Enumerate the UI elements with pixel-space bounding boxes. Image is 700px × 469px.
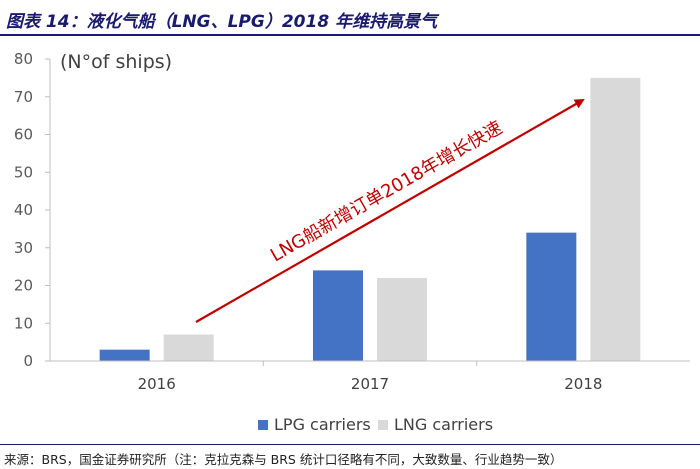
x-category-label: 2018: [564, 375, 602, 393]
chart-header: 图表 14：液化气船（LNG、LPG）2018 年维持高景气: [0, 0, 700, 36]
y-tick-label: 10: [14, 314, 33, 332]
footer-divider: [0, 444, 700, 445]
lpg-bar-2017: [313, 270, 363, 361]
y-tick-label: 40: [14, 201, 33, 219]
y-tick-label: 80: [14, 50, 33, 68]
y-tick-label: 50: [14, 163, 33, 181]
legend-swatch-lng: [378, 420, 388, 430]
legend: LPG carriers LNG carriers: [258, 415, 493, 434]
legend-label-lpg: LPG carriers: [274, 415, 371, 434]
lpg-bar-2016: [99, 349, 150, 361]
bars: [99, 77, 641, 361]
x-axis: 2016 2017 2018: [50, 360, 690, 393]
y-tick-label: 20: [14, 277, 33, 295]
x-category-label: 2017: [351, 375, 389, 393]
lng-bar-2018: [590, 77, 641, 361]
x-category-label: 2016: [138, 375, 176, 393]
chart-title: 图表 14：液化气船（LNG、LPG）2018 年维持高景气: [6, 12, 438, 32]
y-tick-label: 0: [23, 352, 33, 370]
trend-annotation: LNG船新增订单2018年增长快速: [267, 117, 506, 266]
y-axis-unit-label: (N°of ships): [60, 51, 172, 73]
source-note: 来源：BRS，国金证券研究所（注：克拉克森与 BRS 统计口径略有不同，大致数量…: [4, 452, 563, 467]
y-tick-label: 60: [14, 126, 33, 144]
lng-bar-2017: [377, 277, 427, 361]
lng-bar-2016: [163, 334, 214, 361]
title-divider: [0, 34, 700, 36]
trend-arrow: [195, 99, 585, 323]
legend-swatch-lpg: [258, 420, 268, 430]
y-axis: 0 10 20 30 40 50 60 70 80: [14, 50, 51, 370]
lpg-bar-2018: [526, 232, 577, 361]
legend-label-lng: LNG carriers: [394, 415, 493, 434]
y-tick-label: 70: [14, 88, 33, 106]
y-tick-label: 30: [14, 239, 33, 257]
